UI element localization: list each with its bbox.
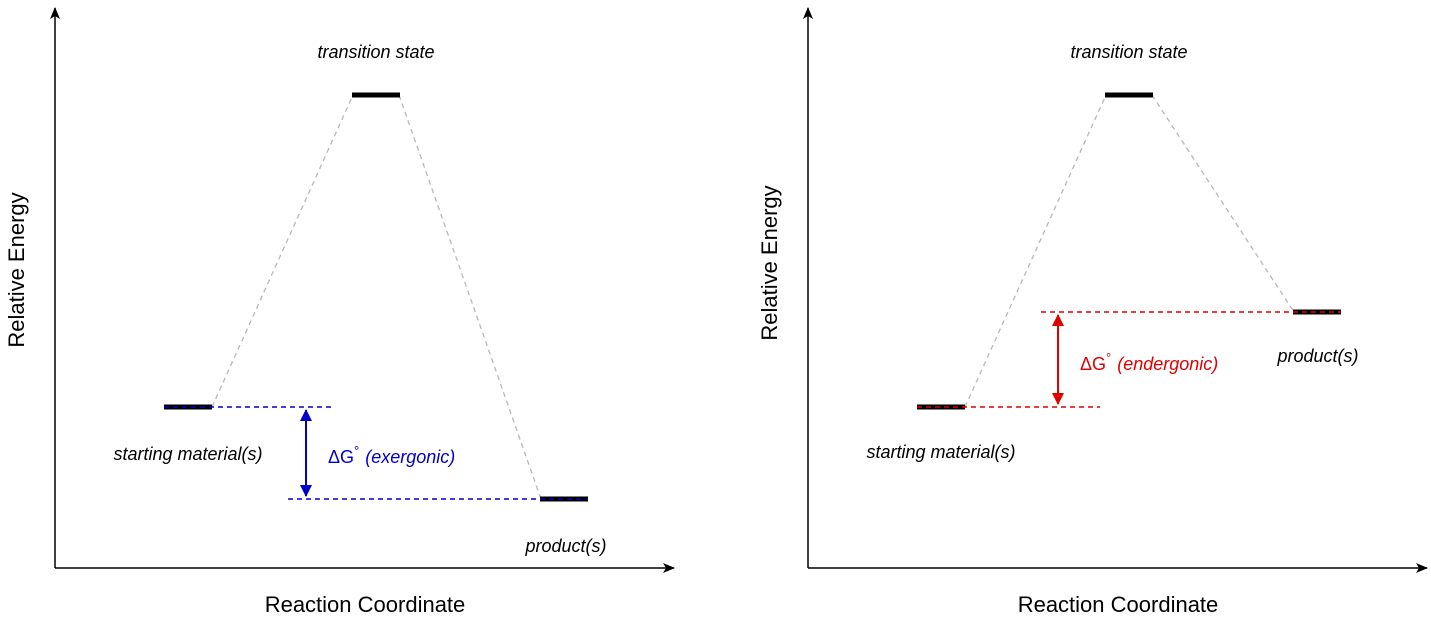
- path-reactant-to-ts: [211, 94, 354, 408]
- degree-symbol: °: [1106, 350, 1111, 365]
- delta-g-symbol: ΔG: [1080, 354, 1106, 374]
- path-reactant-to-ts: [964, 94, 1107, 408]
- endergonic-diagram: Relative Energy Reaction Coordinate tran…: [757, 7, 1428, 617]
- degree-symbol: °: [354, 443, 359, 458]
- exergonic-diagram: Relative Energy Reaction Coordinate tran…: [4, 7, 675, 617]
- transition-state-label: transition state: [1070, 42, 1187, 62]
- starting-material-label: starting material(s): [113, 444, 262, 464]
- y-axis-label: Relative Energy: [4, 192, 29, 347]
- delta-g-symbol: ΔG: [328, 447, 354, 467]
- x-axis-label: Reaction Coordinate: [1018, 592, 1219, 617]
- delta-g-label: ΔG° (exergonic): [328, 443, 455, 467]
- x-axis-label: Reaction Coordinate: [265, 592, 466, 617]
- delta-g-note: (exergonic): [365, 447, 455, 467]
- y-axis-label: Relative Energy: [757, 185, 782, 340]
- delta-g-note: (endergonic): [1117, 354, 1218, 374]
- product-label: product(s): [524, 536, 606, 556]
- path-ts-to-product: [398, 94, 542, 500]
- starting-material-label: starting material(s): [866, 442, 1015, 462]
- product-label: product(s): [1276, 346, 1358, 366]
- path-ts-to-product: [1151, 94, 1295, 313]
- delta-g-label: ΔG° (endergonic): [1080, 350, 1218, 374]
- transition-state-label: transition state: [317, 42, 434, 62]
